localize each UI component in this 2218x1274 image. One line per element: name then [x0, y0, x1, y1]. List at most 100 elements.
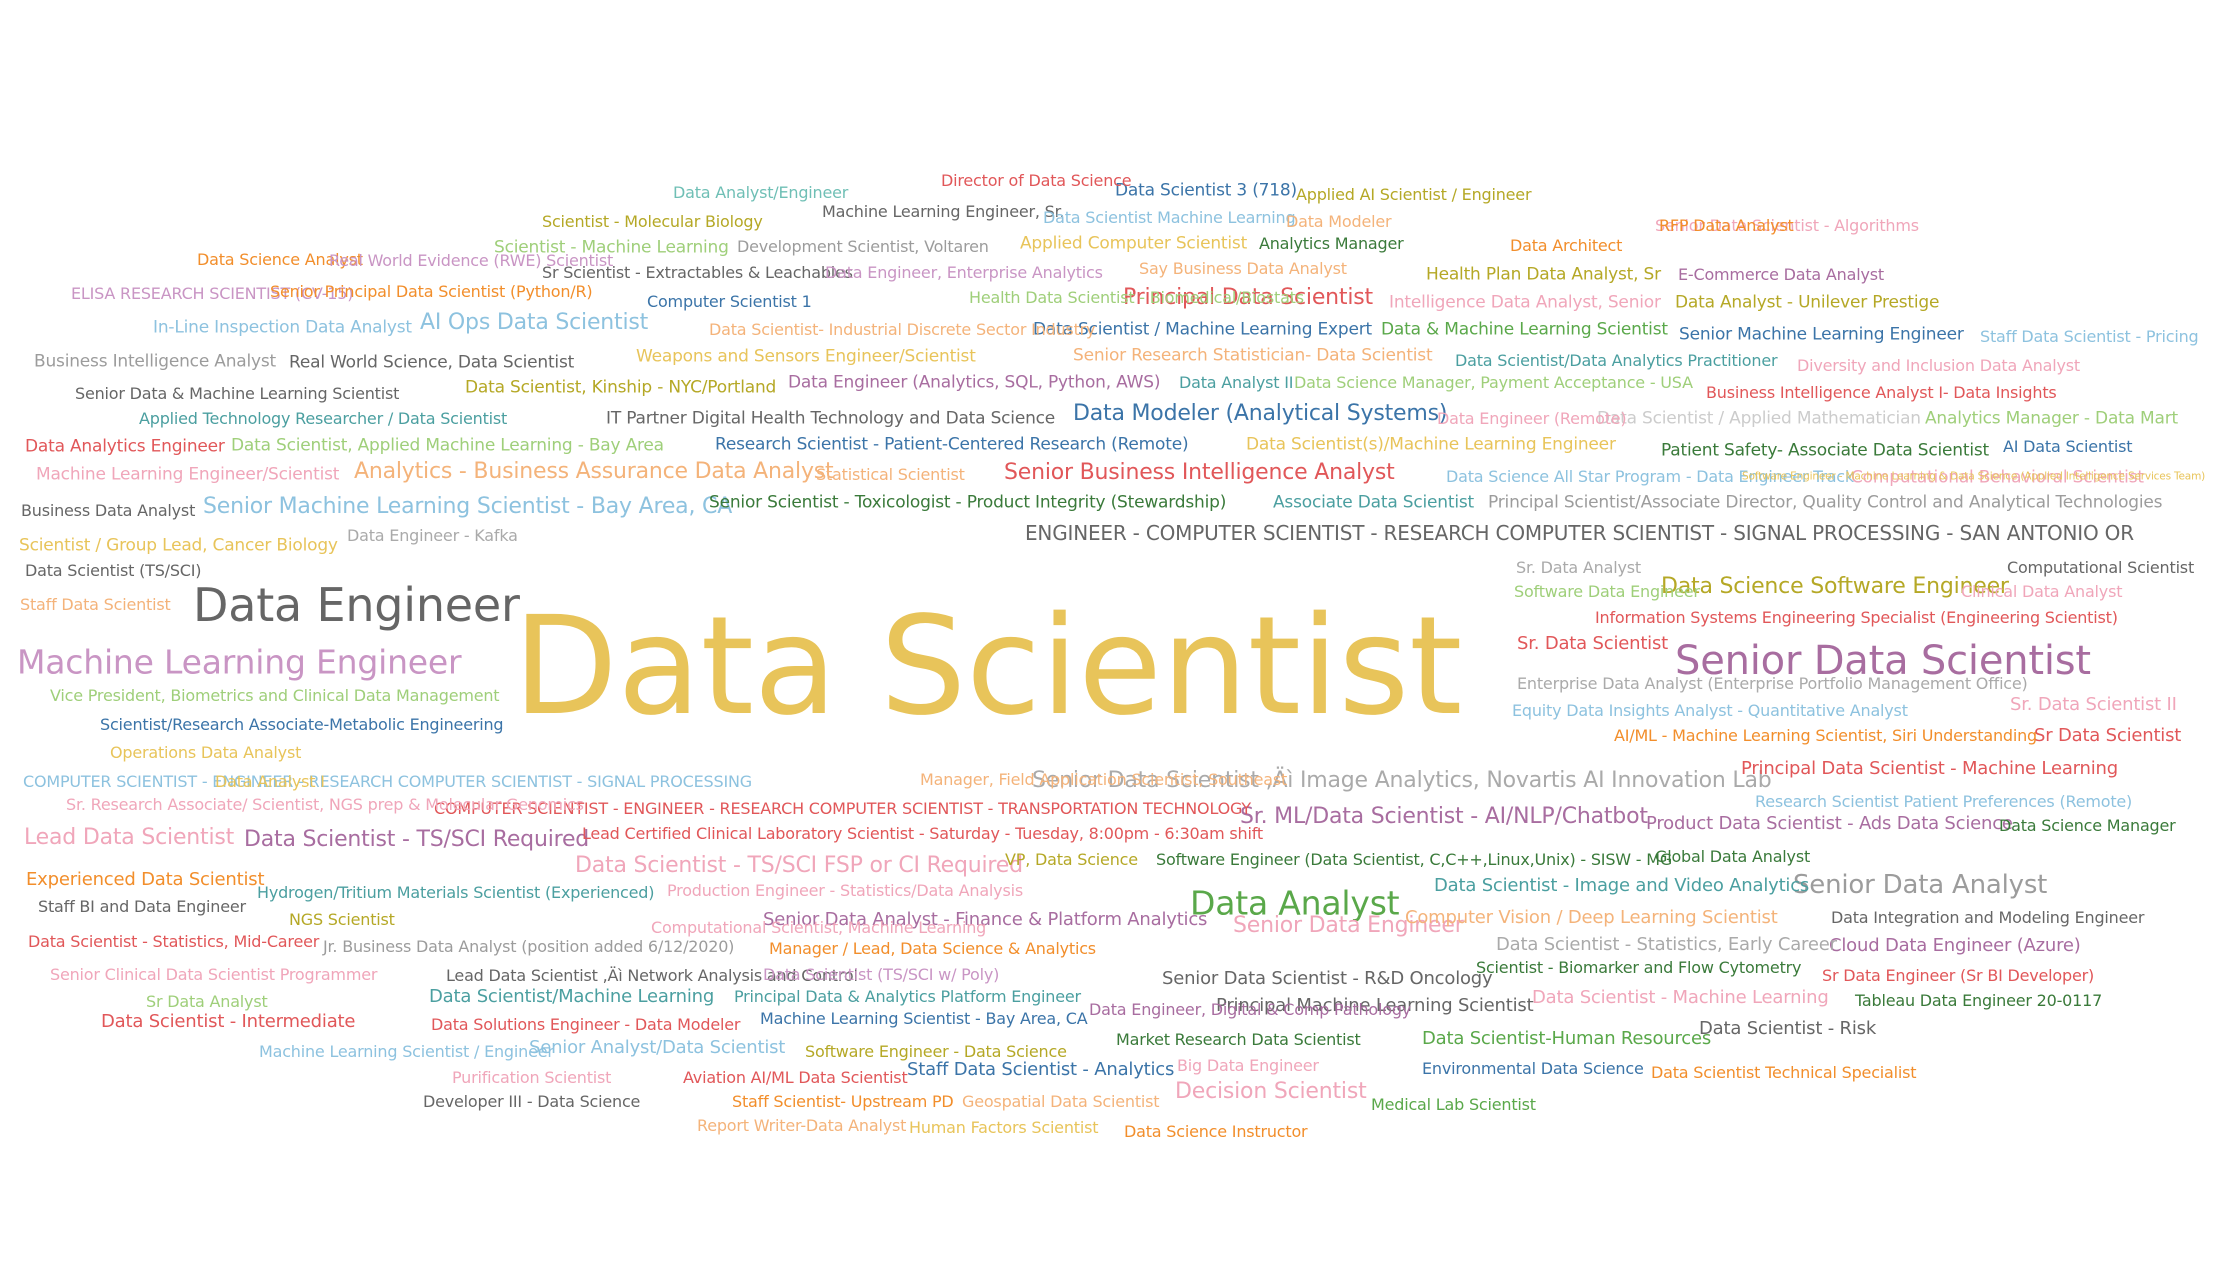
cloud-word-analytics-manager-data-mart: Analytics Manager - Data Mart	[1925, 408, 2178, 429]
cloud-word-research-scientist-patient-centered-research-rem: Research Scientist - Patient-Centered Re…	[715, 434, 1189, 455]
cloud-word-director-of-data-science: Director of Data Science	[941, 171, 1132, 190]
cloud-word-machine-learning-engineer: Machine Learning Engineer	[17, 642, 462, 682]
cloud-word-data-scientist-ts-sci: Data Scientist (TS/SCI)	[25, 561, 202, 580]
cloud-word-sr-data-scientist: Sr. Data Scientist	[1517, 633, 1669, 654]
cloud-word-machine-learning-scientist-bay-area-ca: Machine Learning Scientist - Bay Area, C…	[760, 1009, 1088, 1028]
cloud-word-data-solutions-engineer-data-modeler: Data Solutions Engineer - Data Modeler	[431, 1015, 741, 1034]
cloud-word-staff-data-scientist-pricing: Staff Data Scientist - Pricing	[1980, 327, 2199, 346]
cloud-word-geospatial-data-scientist: Geospatial Data Scientist	[962, 1092, 1160, 1111]
cloud-word-data-scientist-statistics-early-career: Data Scientist - Statistics, Early Caree…	[1496, 934, 1837, 955]
cloud-word-data-scientist-3-718: Data Scientist 3 (718)	[1115, 180, 1297, 201]
cloud-word-data-analytics-engineer: Data Analytics Engineer	[25, 436, 225, 457]
cloud-word-machine-learning-engineer-scientist: Machine Learning Engineer/Scientist	[36, 464, 340, 485]
cloud-word-weapons-and-sensors-engineer-scientist: Weapons and Sensors Engineer/Scientist	[636, 346, 976, 367]
cloud-word-applied-technology-researcher-data-scientist: Applied Technology Researcher / Data Sci…	[139, 409, 508, 428]
cloud-word-data-scientist-ts-sci-w-poly: Data Scientist (TS/SCI w/ Poly)	[763, 965, 1000, 984]
cloud-word-staff-bi-and-data-engineer: Staff BI and Data Engineer	[38, 897, 246, 916]
cloud-word-software-engineer-machine-learning-data-science-: Software Engineer - Machine Learning & D…	[1742, 470, 2206, 483]
cloud-word-software-engineer-data-scientist-c-c-linux-unix-: Software Engineer (Data Scientist, C,C++…	[1156, 850, 1673, 869]
cloud-word-senior-data-scientist-r-d-oncology: Senior Data Scientist - R&D Oncology	[1162, 968, 1493, 989]
cloud-word-business-data-analyst: Business Data Analyst	[21, 501, 196, 520]
cloud-word-in-line-inspection-data-analyst: In-Line Inspection Data Analyst	[153, 317, 412, 338]
cloud-word-staff-data-scientist-analytics: Staff Data Scientist - Analytics	[907, 1059, 1175, 1080]
cloud-word-data-engineer-remote: Data Engineer (Remote)	[1437, 409, 1627, 428]
cloud-word-data-architect: Data Architect	[1510, 236, 1623, 255]
cloud-word-data-scientist-ts-sci-fsp-or-ci-required: Data Scientist - TS/SCI FSP or CI Requir…	[575, 853, 1023, 878]
cloud-word-experienced-data-scientist: Experienced Data Scientist	[26, 869, 265, 890]
cloud-word-sr-data-analyst: Sr. Data Analyst	[1516, 558, 1641, 577]
cloud-word-data-science-all-star-program-data-engineer-trac: Data Science All Star Program - Data Eng…	[1446, 467, 1854, 486]
cloud-word-manager-lead-data-science-analytics: Manager / Lead, Data Science & Analytics	[769, 939, 1096, 958]
cloud-word-clinical-data-analyst: Clinical Data Analyst	[1961, 582, 2123, 601]
cloud-word-data-scientist-risk: Data Scientist - Risk	[1699, 1018, 1877, 1039]
cloud-word-data-scientist-machine-learning-expert: Data Scientist / Machine Learning Expert	[1033, 319, 1373, 340]
cloud-word-senior-analyst-data-scientist: Senior Analyst/Data Scientist	[529, 1037, 786, 1058]
cloud-word-data-analyst-engineer: Data Analyst/Engineer	[673, 183, 849, 202]
cloud-word-purification-scientist: Purification Scientist	[452, 1068, 612, 1087]
cloud-word-data-engineer-kafka: Data Engineer - Kafka	[347, 526, 518, 545]
cloud-word-senior-business-intelligence-analyst: Senior Business Intelligence Analyst	[1004, 460, 1395, 485]
cloud-word-principal-machine-learning-scientist: Principal Machine Learning Scientist	[1216, 995, 1534, 1016]
cloud-word-data-scientist-s-machine-learning-engineer: Data Scientist(s)/Machine Learning Engin…	[1246, 434, 1616, 455]
cloud-word-senior-data-scientist: Senior Data Scientist	[1675, 638, 2091, 684]
cloud-word-jr-business-data-analyst-position-added-6-12-202: Jr. Business Data Analyst (position adde…	[323, 937, 735, 956]
cloud-word-data-scientist: Data Scientist	[513, 588, 1463, 746]
cloud-word-data-analyst-i: Data Analyst I	[215, 772, 325, 791]
cloud-word-sr-scientist-extractables-leachables: Sr Scientist - Extractables & Leachables	[542, 263, 853, 282]
cloud-word-enterprise-data-analyst-enterprise-portfolio-man: Enterprise Data Analyst (Enterprise Port…	[1517, 674, 2028, 693]
cloud-word-real-world-science-data-scientist: Real World Science, Data Scientist	[289, 352, 575, 373]
cloud-word-data-science-software-engineer: Data Science Software Engineer	[1661, 574, 2009, 599]
cloud-word-sr-data-engineer-sr-bi-developer: Sr Data Engineer (Sr BI Developer)	[1822, 966, 2095, 985]
cloud-word-rfp-data-analyst: RFP Data Analyst	[1659, 216, 1794, 235]
cloud-word-data-science-analyst: Data Science Analyst	[197, 250, 363, 269]
cloud-word-diversity-and-inclusion-data-analyst: Diversity and Inclusion Data Analyst	[1797, 356, 2080, 375]
cloud-word-analytics-manager: Analytics Manager	[1259, 234, 1404, 253]
cloud-word-data-scientist-technical-specialist: Data Scientist Technical Specialist	[1651, 1063, 1917, 1082]
cloud-word-statistical-scientist: Statistical Scientist	[816, 465, 965, 484]
cloud-word-software-data-engineer: Software Data Engineer	[1514, 582, 1700, 601]
cloud-word-engineer-computer-scientist-research-computer-sc: ENGINEER - COMPUTER SCIENTIST - RESEARCH…	[1025, 521, 2134, 545]
cloud-word-senior-data-analyst-finance-platform-analytics: Senior Data Analyst - Finance & Platform…	[763, 909, 1208, 930]
cloud-word-senior-data-scientist-algorithms: Senior Data Scientist - Algorithms	[1655, 216, 1919, 235]
cloud-word-data-scientist-human-resources: Data Scientist-Human Resources	[1422, 1028, 1712, 1049]
cloud-word-data-scientist-intermediate: Data Scientist - Intermediate	[101, 1011, 356, 1032]
cloud-word-data-science-manager: Data Science Manager	[1999, 816, 2176, 835]
cloud-word-vp-data-science: VP, Data Science	[1005, 850, 1138, 869]
cloud-word-scientist-research-associate-metabolic-engineeri: Scientist/Research Associate-Metabolic E…	[100, 715, 504, 734]
cloud-word-data-science-manager-payment-acceptance-usa: Data Science Manager, Payment Acceptance…	[1294, 373, 1693, 392]
cloud-word-health-plan-data-analyst-sr: Health Plan Data Analyst, Sr	[1426, 264, 1661, 285]
cloud-word-senior-scientist-toxicologist-product-integrity-: Senior Scientist - Toxicologist - Produc…	[709, 492, 1227, 513]
cloud-word-data-modeler: Data Modeler	[1286, 212, 1392, 231]
cloud-word-computer-vision-deep-learning-scientist: Computer Vision / Deep Learning Scientis…	[1405, 907, 1778, 928]
cloud-word-data-scientist-machine-learning: Data Scientist/Machine Learning	[429, 986, 715, 1007]
cloud-word-applied-ai-scientist-engineer: Applied AI Scientist / Engineer	[1296, 185, 1532, 204]
cloud-word-data-engineer-digital-comp-pathology: Data Engineer, Digital & Comp Pathology	[1089, 1000, 1412, 1019]
cloud-word-senior-clinical-data-scientist-programmer: Senior Clinical Data Scientist Programme…	[50, 965, 378, 984]
cloud-word-ai-data-scientist: AI Data Scientist	[2003, 437, 2133, 456]
cloud-word-patient-safety-associate-data-scientist: Patient Safety- Associate Data Scientist	[1661, 440, 1989, 461]
cloud-word-data-science-instructor: Data Science Instructor	[1124, 1122, 1308, 1141]
cloud-word-lead-data-scientist-network-analysis-and-control: Lead Data Scientist ,Äì Network Analysis…	[446, 966, 858, 985]
cloud-word-data-scientist-machine-learning: Data Scientist - Machine Learning	[1532, 987, 1829, 1008]
cloud-word-scientist-biomarker-and-flow-cytometry: Scientist - Biomarker and Flow Cytometry	[1476, 958, 1802, 977]
cloud-word-aviation-ai-ml-data-scientist: Aviation AI/ML Data Scientist	[683, 1068, 908, 1087]
cloud-word-computational-scientist-machine-learning: Computational Scientist, Machine Learnin…	[651, 918, 987, 937]
cloud-word-data-integration-and-modeling-engineer: Data Integration and Modeling Engineer	[1831, 908, 2145, 927]
cloud-word-applied-computer-scientist: Applied Computer Scientist	[1020, 233, 1248, 254]
cloud-word-intelligence-data-analyst-senior: Intelligence Data Analyst, Senior	[1389, 292, 1661, 313]
cloud-word-business-intelligence-analyst-i-data-insights: Business Intelligence Analyst I- Data In…	[1706, 383, 2057, 402]
cloud-word-principal-data-analytics-platform-engineer: Principal Data & Analytics Platform Engi…	[734, 987, 1081, 1006]
cloud-word-cloud-data-engineer-azure: Cloud Data Engineer (Azure)	[1829, 935, 2081, 956]
cloud-word-data-scientist-applied-machine-learning-bay-area: Data Scientist, Applied Machine Learning…	[231, 435, 664, 456]
cloud-word-data-scientist-ts-sci-required: Data Scientist - TS/SCI Required	[244, 827, 590, 852]
cloud-word-decision-scientist: Decision Scientist	[1175, 1079, 1367, 1104]
cloud-word-data-engineer-enterprise-analytics: Data Engineer, Enterprise Analytics	[825, 263, 1103, 282]
cloud-word-lead-certified-clinical-laboratory-scientist-sat: Lead Certified Clinical Laboratory Scien…	[582, 824, 1263, 843]
cloud-word-computational-scientist: Computational Scientist	[2007, 558, 2195, 577]
cloud-word-product-data-scientist-ads-data-science: Product Data Scientist - Ads Data Scienc…	[1646, 813, 2013, 834]
cloud-word-data-scientist-image-and-video-analytics: Data Scientist - Image and Video Analyti…	[1434, 875, 1810, 896]
cloud-word-vice-president-biometrics-and-clinical-data-mana: Vice President, Biometrics and Clinical …	[50, 686, 500, 705]
cloud-word-scientist-machine-learning: Scientist - Machine Learning	[494, 237, 729, 258]
cloud-word-information-systems-engineering-specialist-engin: Information Systems Engineering Speciali…	[1595, 608, 2118, 627]
